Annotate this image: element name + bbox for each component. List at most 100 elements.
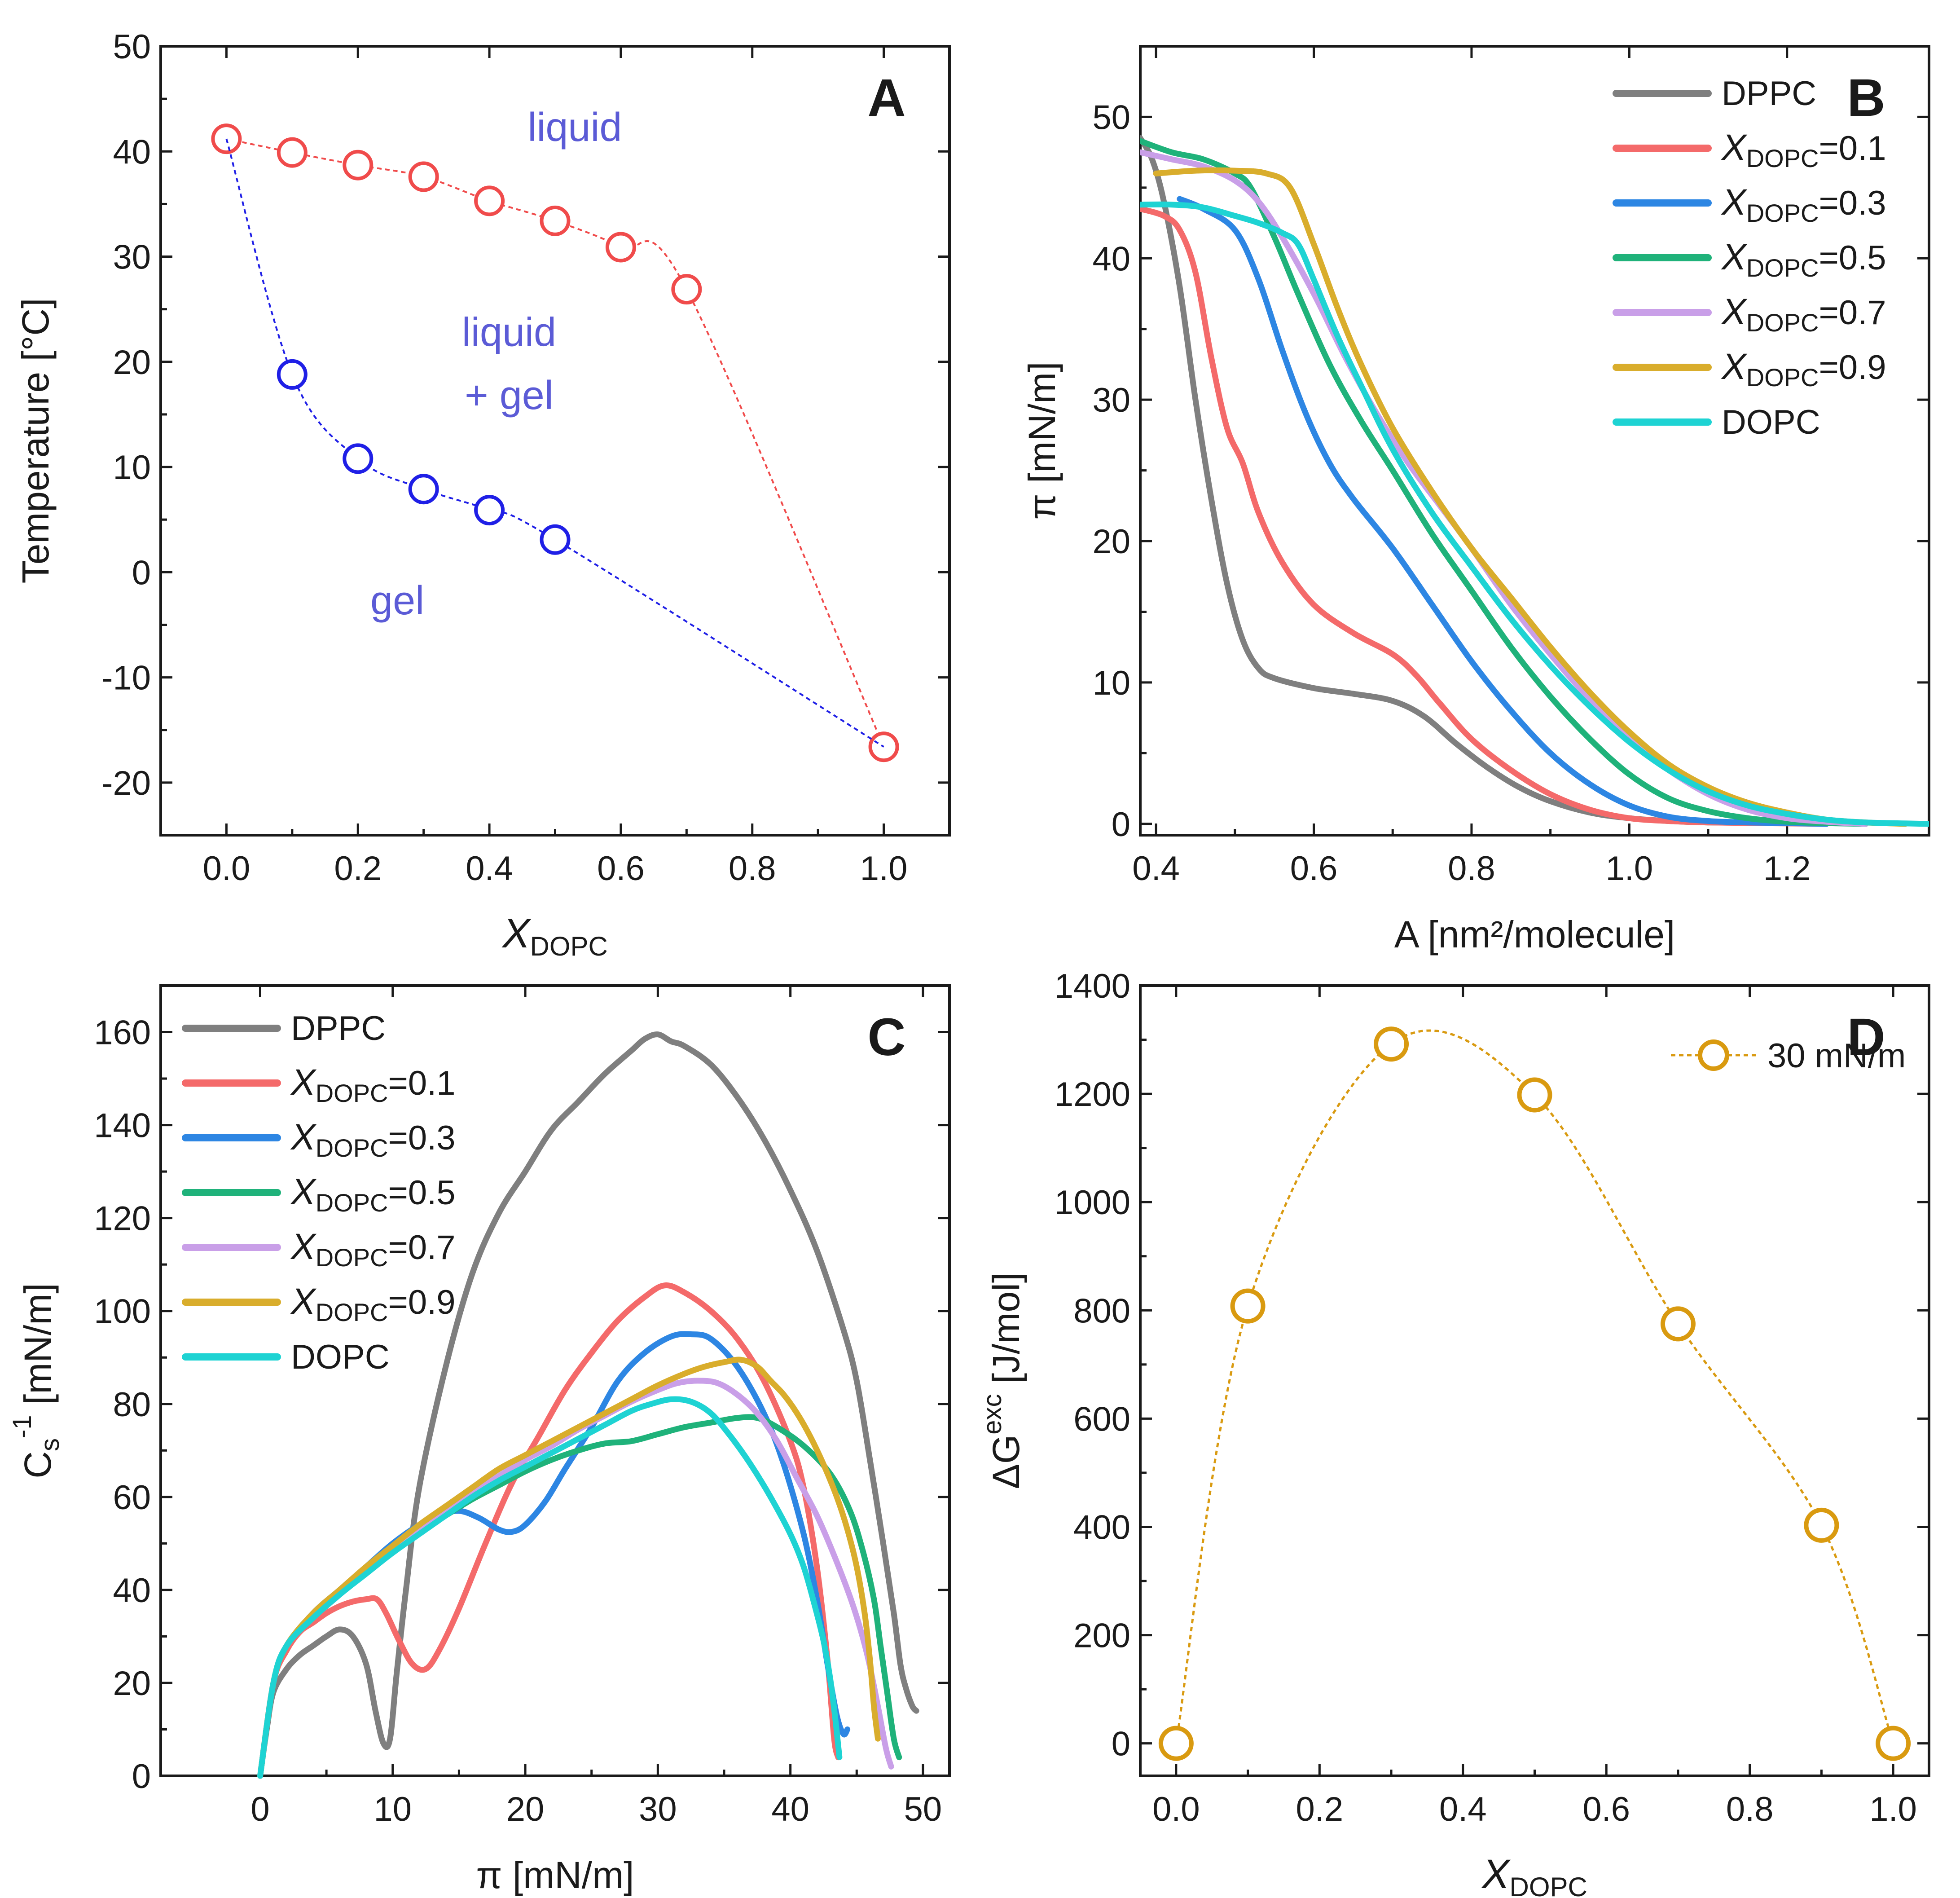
series-line-DOPC <box>1140 201 1929 827</box>
x-axis-label: A [nm²/molecule] <box>1394 913 1675 956</box>
liquidus-point <box>343 150 374 181</box>
y-tick-label: 40 <box>1092 240 1130 278</box>
solidus-point <box>343 443 374 474</box>
legend-label-6: DOPC <box>1722 403 1820 441</box>
legend-label-0: DPPC <box>1722 75 1816 113</box>
legend-label-2: XDOPC=0.3 <box>1721 182 1886 227</box>
x-axis-label: XDOPC <box>501 911 608 961</box>
legend-label-5: XDOPC=0.9 <box>1721 346 1886 392</box>
x-tick-label: 0.0 <box>203 850 250 888</box>
y-axis-label: π [mN/m] <box>1021 362 1063 520</box>
y-tick-label: 1200 <box>1055 1075 1130 1114</box>
legend-label-6: DOPC <box>291 1338 390 1376</box>
series-line-X_DOPC=0.9 <box>257 1356 881 1779</box>
y-tick-label: 0 <box>1112 806 1130 844</box>
panel-label: C <box>867 1008 905 1067</box>
series-line-DPPC <box>257 1031 919 1779</box>
plot-frame <box>159 45 951 837</box>
region-label-1: liquid <box>462 310 556 355</box>
legend-label-4: XDOPC=0.7 <box>1721 291 1886 337</box>
y-tick-label: 80 <box>113 1386 151 1424</box>
y-tick-label: 600 <box>1073 1400 1130 1438</box>
delta-g-point <box>1660 1306 1696 1342</box>
panel-b: 0.4 0.6 0.8 1.0 1.2 0 10 20 30 40 50 Bπ [mN/m] A [nm… <box>1021 45 1930 956</box>
y-tick-label: 1400 <box>1055 967 1130 1005</box>
y-axis-label: Cs-1 [mN/m] <box>8 1283 65 1478</box>
x-tick-label: 30 <box>639 1790 677 1828</box>
legend-label-1: XDOPC=0.1 <box>290 1062 456 1107</box>
liquidus-point <box>211 123 242 154</box>
x-tick-label: 0 <box>250 1790 269 1828</box>
delta-g-point <box>1876 1726 1911 1761</box>
plot-frame <box>159 984 951 1777</box>
delta-g-point <box>1804 1507 1839 1543</box>
delta-g-point <box>1230 1288 1266 1324</box>
legend-marker <box>1698 1039 1729 1071</box>
y-tick-label: 50 <box>113 28 151 66</box>
x-tick-label: 0.6 <box>597 850 645 888</box>
legend-label-0: 30 mN/m <box>1767 1037 1906 1075</box>
x-tick-label: 1.0 <box>1606 850 1653 888</box>
x-tick-label: 0.4 <box>1132 850 1180 888</box>
delta-g-point <box>1374 1026 1409 1062</box>
series-line-X_DOPC=0.3 <box>257 1331 851 1779</box>
region-label-2: + gel <box>465 373 554 418</box>
panel-d: 0.0 0.2 0.4 0.6 0.8 1.0 0 200 400 600 800 1000 1200 1… <box>978 967 1930 1898</box>
region-label-3: gel <box>370 578 424 623</box>
legend-label-4: XDOPC=0.7 <box>290 1226 456 1272</box>
x-tick-label: 0.4 <box>466 850 513 888</box>
liquidus-point <box>408 161 439 192</box>
x-tick-label: 0.0 <box>1152 1790 1200 1828</box>
x-tick-label: 20 <box>506 1790 545 1828</box>
x-axis-label: π [mN/m] <box>476 1854 634 1896</box>
x-tick-label: 0.2 <box>334 850 382 888</box>
y-tick-label: 30 <box>1092 381 1130 419</box>
y-tick-label: 10 <box>1092 664 1130 702</box>
panel-label: B <box>1847 68 1885 128</box>
x-tick-label: 40 <box>771 1790 809 1828</box>
y-tick-label: 1000 <box>1055 1184 1130 1222</box>
liquidus-point <box>605 232 636 263</box>
y-tick-label: 20 <box>113 343 151 382</box>
x-tick-label: 0.2 <box>1296 1790 1343 1828</box>
series-line-X_DOPC=0.1 <box>1140 206 1830 827</box>
panel-label: A <box>867 68 905 128</box>
y-tick-label: 20 <box>113 1665 151 1703</box>
legend-label-5: XDOPC=0.9 <box>290 1281 456 1326</box>
y-tick-label: 0 <box>1112 1725 1130 1763</box>
panel-label: D <box>1847 1008 1885 1067</box>
legend-label-1: XDOPC=0.1 <box>1721 127 1886 172</box>
region-label-0: liquid <box>527 105 622 150</box>
y-tick-label: 60 <box>113 1479 151 1517</box>
y-tick-label: 200 <box>1073 1617 1130 1655</box>
liquidus-point <box>671 274 702 305</box>
y-tick-label: 0 <box>132 554 151 592</box>
series-line-30mNm <box>1175 1029 1894 1744</box>
y-tick-label: 120 <box>94 1200 151 1238</box>
delta-g-point <box>1158 1726 1194 1761</box>
plot-frame <box>1139 45 1930 837</box>
y-axis-label: ΔGexc [J/mol] <box>978 1273 1027 1489</box>
solidus-point <box>277 359 308 390</box>
y-tick-label: 800 <box>1073 1292 1130 1330</box>
y-tick-label: 40 <box>113 1572 151 1610</box>
x-tick-label: 1.2 <box>1763 850 1811 888</box>
series-line-DOPC <box>257 1396 843 1779</box>
solidus-point <box>408 474 439 505</box>
liquidus-point <box>540 205 571 236</box>
solidus-point <box>540 524 571 555</box>
legend-label-2: XDOPC=0.3 <box>290 1117 456 1162</box>
delta-g-point <box>1517 1077 1552 1113</box>
y-tick-label: 40 <box>113 133 151 171</box>
series-line-X_DOPC=0.5 <box>257 1414 902 1779</box>
legend-label-3: XDOPC=0.5 <box>290 1171 456 1217</box>
x-tick-label: 1.0 <box>860 850 908 888</box>
solidus-point <box>474 495 505 526</box>
y-tick-label: 10 <box>113 449 151 487</box>
liquidus-point <box>474 185 505 216</box>
legend-label-3: XDOPC=0.5 <box>1721 237 1886 282</box>
x-axis-label: XDOPC <box>1481 1851 1587 1898</box>
y-tick-label: -10 <box>101 659 151 697</box>
y-tick-label: 20 <box>1092 523 1130 561</box>
